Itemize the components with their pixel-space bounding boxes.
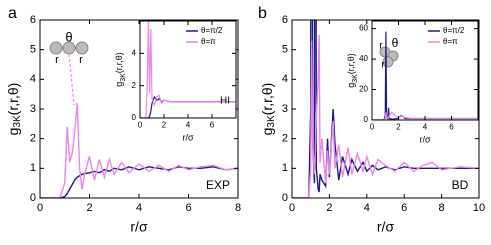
x-tick-label: 2 <box>326 202 332 214</box>
annotation: r <box>55 54 59 66</box>
series-line <box>292 34 479 198</box>
y-tick-label: 4 <box>30 73 36 85</box>
x-tick-label: 8 <box>439 202 445 214</box>
x-tick-label: 8 <box>235 202 241 214</box>
x-axis-label: r/σ <box>182 132 193 142</box>
x-tick-label: 10 <box>473 202 485 214</box>
annotation: r <box>79 54 83 66</box>
annotation: r <box>379 41 383 52</box>
x-tick-label: 2 <box>162 120 167 129</box>
y-axis-label: g3K(r,r,θ) <box>114 52 126 87</box>
y-label-sub: 3K <box>12 115 23 128</box>
y-tick-label: 3 <box>30 103 36 115</box>
y-tick-label: 1 <box>282 162 288 174</box>
y-tick-label: 0 <box>364 115 369 124</box>
panel-label: b <box>258 5 267 22</box>
inset-background <box>372 21 478 120</box>
y-tick-label: 60 <box>359 24 368 33</box>
y-tick-label: 40 <box>359 54 368 63</box>
x-tick-label: 6 <box>210 120 215 129</box>
y-tick-label: 4 <box>282 73 288 85</box>
x-tick-label: 4 <box>136 202 142 214</box>
legend-label: θ=π <box>443 37 458 46</box>
y-tick-label: 0 <box>282 192 288 204</box>
y-tick-label: 5 <box>282 44 288 56</box>
y-label-main: g <box>346 83 356 88</box>
x-tick-label: 0 <box>37 202 43 214</box>
y-label-main: g <box>259 128 275 136</box>
series-line <box>40 103 238 198</box>
x-axis-label: r/σ <box>419 134 430 144</box>
molecule-glyph <box>49 41 89 106</box>
y-tick-label: 0 <box>132 113 137 122</box>
y-label-rest: (r,r,θ) <box>114 52 124 73</box>
y-tick-label: 2 <box>282 133 288 145</box>
y-tick-label: 6 <box>282 14 288 26</box>
y-label-sub: 3K <box>120 73 127 82</box>
x-tick-label: 6 <box>449 122 454 131</box>
y-label-main: g <box>114 82 124 87</box>
series-line <box>140 21 236 118</box>
y-label-sub: 3K <box>352 74 359 83</box>
legend-label: θ=π/2 <box>443 26 465 35</box>
y-label-sub: 3K <box>266 115 277 128</box>
annotation: r <box>381 60 385 71</box>
y-tick-label: 20 <box>359 85 368 94</box>
x-tick-label: 2 <box>396 122 401 131</box>
series-line <box>292 20 479 198</box>
annotation: EXP <box>206 178 230 192</box>
x-tick-label: 0 <box>289 202 295 214</box>
panel-label: a <box>8 5 17 22</box>
x-tick-label: 4 <box>186 120 191 129</box>
series-line <box>372 111 478 120</box>
y-axis-label: g3K(r,r,θ) <box>259 83 277 136</box>
x-axis-label: r/σ <box>377 219 395 235</box>
annotation: BD <box>452 178 469 192</box>
y-axis-label: g3K(r,r,θ) <box>5 83 23 136</box>
y-label-rest: (r,r,θ) <box>346 53 356 74</box>
annotation: θ <box>392 36 399 50</box>
y-tick-label: 3 <box>282 103 288 115</box>
y-tick-label: 5 <box>30 44 36 56</box>
annotation: θ <box>65 29 72 44</box>
annotation: HI <box>220 96 230 107</box>
legend-label: θ=π <box>201 37 216 46</box>
y-tick-label: 6 <box>30 14 36 26</box>
x-tick-label: 0 <box>138 120 143 129</box>
y-label-main: g <box>5 128 21 136</box>
y-label-rest: (r,r,θ) <box>259 83 275 116</box>
x-tick-label: 4 <box>364 202 370 214</box>
x-axis-label: r/σ <box>130 219 148 235</box>
y-label-rest: (r,r,θ) <box>5 83 21 116</box>
x-tick-label: 4 <box>423 122 428 131</box>
x-tick-label: 2 <box>86 202 92 214</box>
y-tick-label: 2 <box>30 133 36 145</box>
y-tick-label: 0 <box>30 192 36 204</box>
y-tick-label: 1 <box>30 162 36 174</box>
y-axis-label: g3K(r,r,θ) <box>346 53 358 88</box>
x-tick-label: 0 <box>370 122 375 131</box>
x-tick-label: 6 <box>401 202 407 214</box>
y-tick-label: 4 <box>132 48 137 57</box>
legend-label: θ=π/2 <box>201 26 223 35</box>
x-tick-label: 6 <box>185 202 191 214</box>
y-tick-label: 2 <box>132 81 137 90</box>
